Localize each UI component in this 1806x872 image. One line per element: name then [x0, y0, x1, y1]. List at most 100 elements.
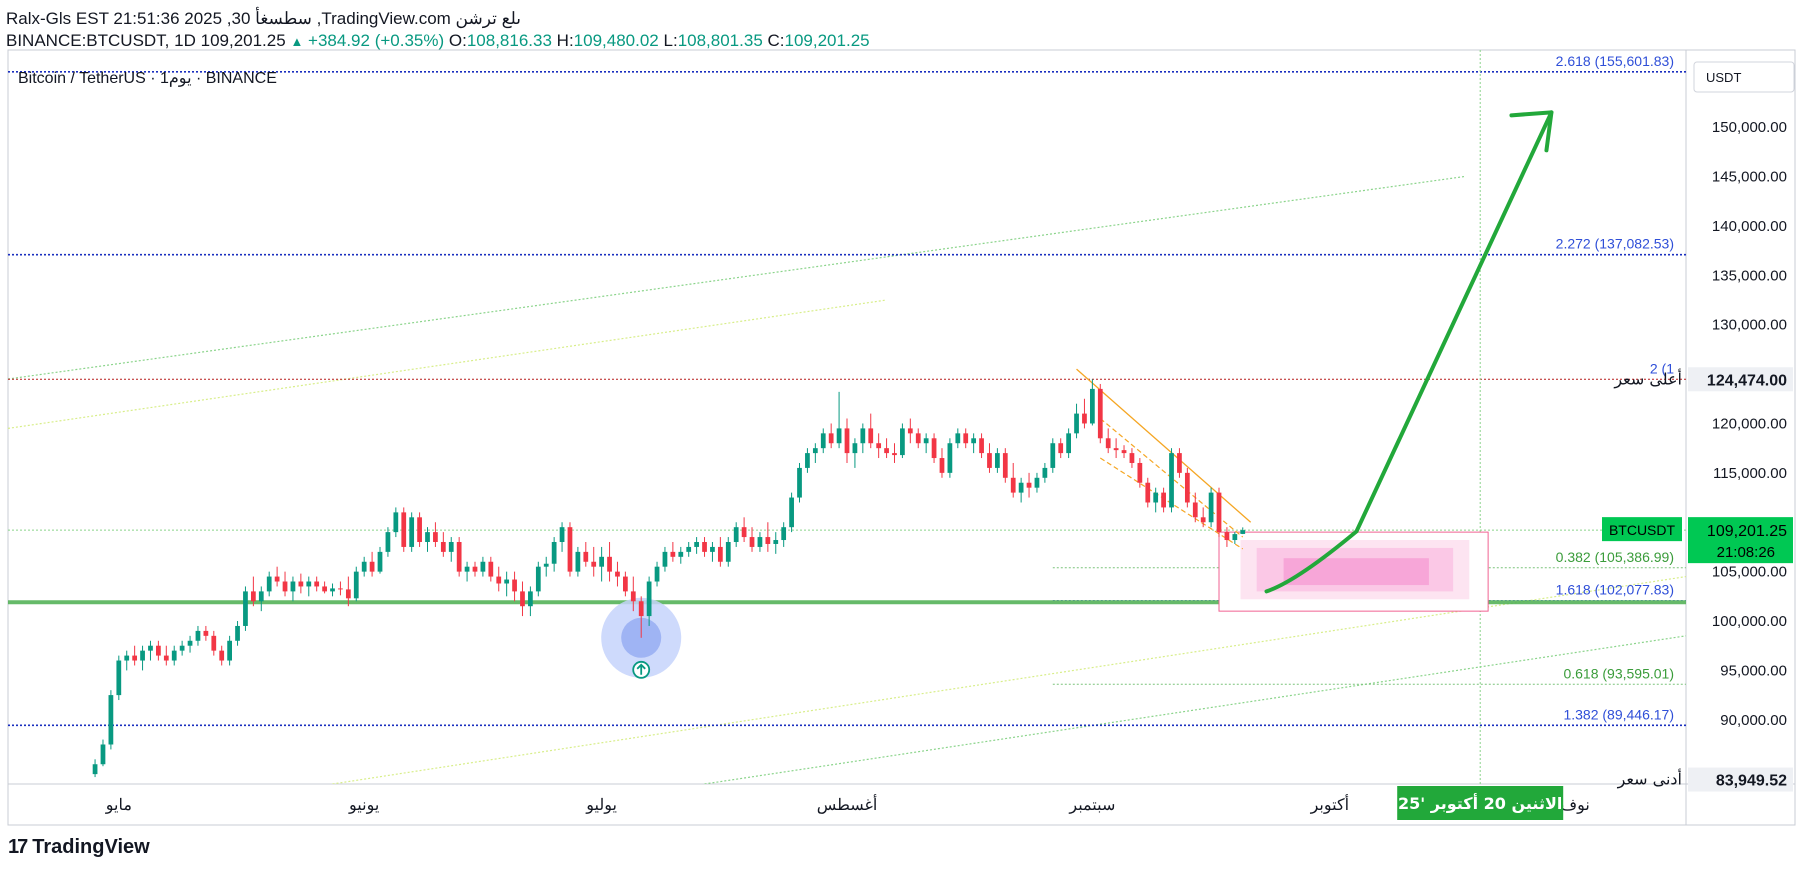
channel-upper-line — [8, 175, 1465, 380]
candle — [694, 537, 699, 554]
candle — [401, 507, 407, 552]
candle — [1082, 398, 1087, 429]
candle-body — [836, 428, 842, 444]
series-legend[interactable]: Bitcoin / TetherUS · 1يوم · BINANCE — [18, 70, 277, 87]
candle — [551, 537, 557, 572]
candle — [535, 561, 541, 597]
countdown-label: 21:08:26 — [1717, 544, 1775, 561]
candle-body — [1240, 530, 1246, 534]
candle — [702, 537, 707, 557]
price-tick-label: 115,000.00 — [1713, 465, 1787, 482]
candle-body — [1010, 477, 1016, 493]
candle — [440, 532, 446, 557]
candle-body — [963, 433, 969, 444]
close-label: C: — [767, 31, 785, 50]
candle-body — [1113, 448, 1119, 451]
candle — [995, 448, 1000, 473]
candle — [757, 532, 763, 552]
candle-body — [1129, 453, 1135, 463]
candle-body — [1200, 517, 1206, 523]
candle-body — [781, 527, 787, 541]
candle — [203, 625, 209, 641]
chart-frame — [7, 49, 1796, 826]
candle — [243, 586, 248, 631]
crosshair-date-label: الاثنين 20 أكتوبر '25 — [1398, 793, 1562, 813]
candle — [654, 561, 660, 587]
candle-body — [464, 566, 470, 572]
candle — [290, 576, 296, 602]
candle-body — [456, 542, 462, 572]
currency-selector — [1693, 61, 1795, 93]
price-tick-label: 140,000.00 — [1712, 218, 1787, 235]
candle-body — [583, 551, 589, 562]
candle — [615, 561, 620, 587]
candle-body — [369, 561, 375, 572]
candle-body — [298, 581, 304, 587]
ath-price-label: 124,474.00 — [1707, 372, 1787, 389]
candle-body — [805, 453, 810, 468]
candle-body — [100, 744, 106, 765]
candle — [520, 581, 525, 617]
candle — [330, 583, 335, 597]
candle — [979, 433, 984, 459]
ohlc-row: BINANCE:BTCUSDT, 1D 109,201.25 ▲ +384.92… — [6, 30, 1206, 53]
candle-body — [1097, 388, 1103, 439]
fib-label-1.382: 1.382 (89,446.17) — [1563, 706, 1674, 722]
high-value: 109,480.02 — [573, 31, 659, 50]
time-tick-label: أكتوبر — [1310, 794, 1349, 814]
candle-body — [535, 566, 541, 592]
candle-body — [797, 467, 802, 498]
candle-body — [393, 512, 399, 533]
candle — [805, 448, 810, 473]
candle-body — [116, 660, 122, 696]
candle — [92, 759, 98, 778]
candle — [907, 418, 913, 444]
low-value: 108,801.35 — [677, 31, 763, 50]
candle — [931, 433, 937, 463]
candle — [266, 571, 272, 597]
current-price-label: 109,201.25 — [1707, 523, 1787, 540]
change-value: +384.92 (+0.35%) — [308, 31, 445, 50]
open-value: 108,816.33 — [466, 31, 552, 50]
candle — [456, 537, 462, 577]
candle-body — [892, 453, 897, 456]
candle-body — [995, 453, 1000, 468]
current-price-box — [1688, 517, 1793, 564]
candle-body — [987, 453, 992, 468]
candle-body — [820, 433, 826, 449]
candle — [1224, 527, 1230, 547]
candle-body — [496, 576, 502, 584]
candle-body — [543, 563, 549, 567]
candle — [971, 433, 977, 454]
candle — [496, 566, 502, 592]
candle-body — [274, 576, 280, 582]
candle-body — [338, 588, 343, 590]
symbol-tag — [1602, 517, 1682, 542]
candle — [361, 556, 367, 577]
candle-body — [979, 438, 984, 454]
up-arrow-icon: ▲ — [290, 34, 304, 49]
candle-body — [345, 589, 351, 599]
candle-body — [1121, 450, 1127, 454]
candle — [345, 576, 351, 607]
tradingview-logo[interactable]: 17 TradingView — [8, 836, 150, 859]
candle-body — [599, 556, 605, 567]
candle-body — [504, 579, 510, 584]
time-tick-label: أغسطس — [817, 794, 878, 814]
candle-body — [1105, 438, 1111, 449]
candle — [559, 522, 565, 552]
candle — [1010, 462, 1016, 498]
candle — [733, 522, 739, 547]
candle-body — [1089, 388, 1095, 424]
price-tick-label: 150,000.00 — [1712, 119, 1787, 136]
candle — [646, 576, 652, 626]
candle-body — [92, 764, 98, 775]
tradingview-logo-text: TradingView — [32, 836, 150, 858]
candle — [338, 581, 343, 596]
last-price: 109,201.25 — [200, 31, 286, 50]
candle-body — [591, 561, 597, 567]
candle — [1050, 438, 1056, 473]
price-tick-label: 135,000.00 — [1712, 267, 1787, 284]
candle-body — [971, 438, 977, 444]
